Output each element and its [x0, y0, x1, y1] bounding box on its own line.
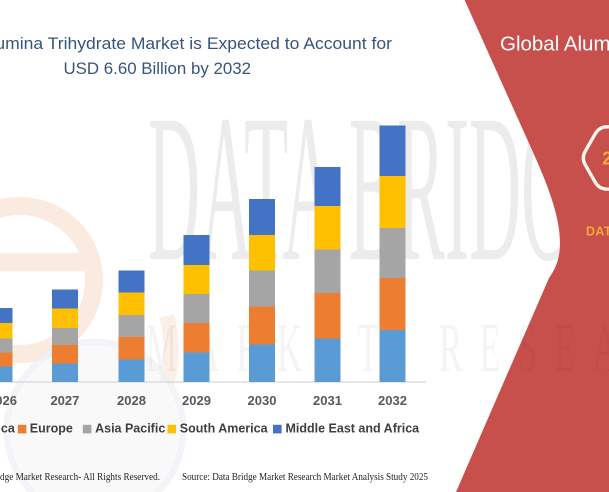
svg-text:Middle East and Africa: Middle East and Africa — [286, 422, 421, 436]
svg-text:© 2025 Data Bridge Market Rese: © 2025 Data Bridge Market Research- All … — [0, 471, 160, 483]
svg-text:Global Alumina Trihydrate Mark: Global Alumina Trihydrate Market is Expe… — [0, 34, 392, 53]
svg-text:USD 6.60 Billion by 2032: USD 6.60 Billion by 2032 — [64, 59, 252, 78]
svg-text:2032: 2032 — [378, 393, 407, 408]
svg-text:2030: 2030 — [248, 393, 277, 408]
svg-text:2028: 2028 — [117, 393, 146, 408]
svg-text:Europe: Europe — [30, 422, 73, 436]
svg-text:Source: Data Bridge Market Res: Source: Data Bridge Market Research Mark… — [182, 471, 428, 483]
svg-text:Global Alumina Trihydrate Mark: Global Alumina Trihydrate Market — [500, 33, 609, 56]
svg-text:MARKET RESEARCH: MARKET RESEARCH — [146, 309, 609, 386]
svg-text:2031: 2031 — [313, 393, 342, 408]
svg-text:South America: South America — [180, 422, 269, 436]
svg-text:2029: 2029 — [182, 393, 211, 408]
svg-text:North America: North America — [0, 422, 16, 436]
svg-text:26.3%: 26.3% — [602, 149, 609, 169]
svg-text:DATA BRIDGE: DATA BRIDGE — [586, 225, 609, 239]
svg-text:2026: 2026 — [0, 393, 17, 408]
svg-text:2027: 2027 — [50, 393, 79, 408]
svg-text:Asia Pacific: Asia Pacific — [95, 422, 165, 436]
